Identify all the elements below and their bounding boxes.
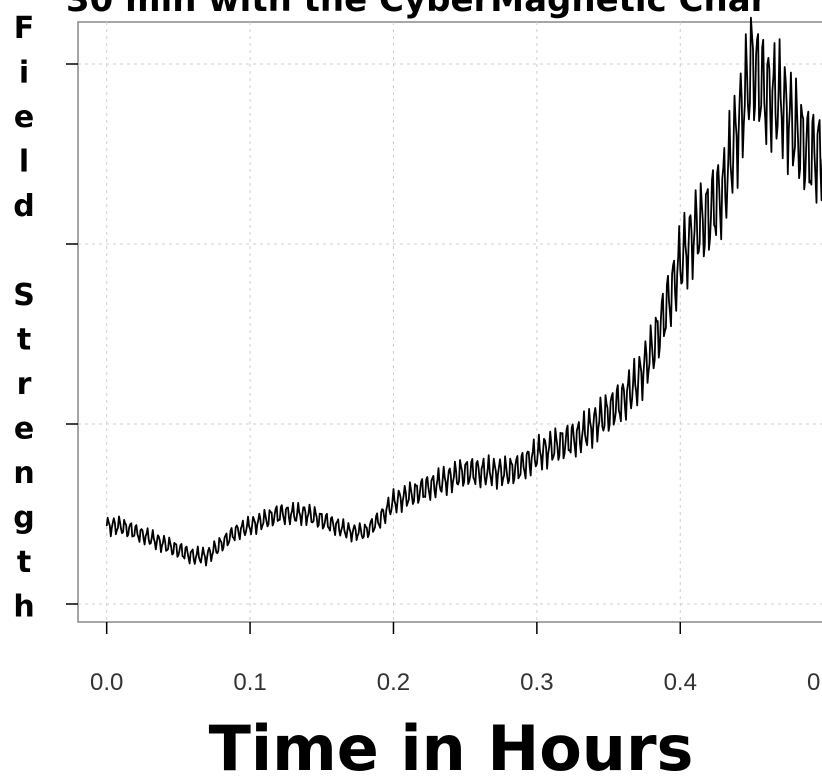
y-axis-label-letter-13: h xyxy=(13,590,34,625)
plot-frame xyxy=(77,21,822,623)
x-axis-label: Time in Hours xyxy=(209,712,694,779)
x-tick-label-2: 0.2 xyxy=(377,669,410,696)
y-axis-label-letter-1: i xyxy=(19,56,29,91)
y-axis-label-letter-11: g xyxy=(13,501,34,536)
grid-layer xyxy=(78,22,822,622)
x-tick-label-0: 0.0 xyxy=(90,669,123,696)
series-line xyxy=(105,16,822,567)
y-axis-label-letter-8: r xyxy=(17,367,32,402)
y-axis-label-letter-7: t xyxy=(17,323,31,358)
x-tick-label-layer: 0.0 0.1 0.2 0.3 0.4 0.5 xyxy=(90,669,822,696)
y-axis-label-letter-0: F xyxy=(14,11,35,46)
x-tick-label-5: 0.5 xyxy=(807,669,822,696)
tick-layer xyxy=(66,63,682,634)
y-axis-label-letter-9: e xyxy=(14,412,34,447)
y-axis-label-letter-12: t xyxy=(17,545,31,580)
x-tick-label-1: 0.1 xyxy=(233,669,266,696)
y-axis-label-letter-10: n xyxy=(13,456,34,491)
y-axis-label-letter-2: e xyxy=(14,100,34,135)
x-tick-label-4: 0.4 xyxy=(664,669,697,696)
chart-title: 30 min with the CyberMagnetic Char xyxy=(66,0,768,20)
y-axis-label-letter-5 xyxy=(19,234,29,269)
y-axis-label-letter-6: S xyxy=(13,278,35,313)
y-axis-label-letter-3: l xyxy=(19,145,29,180)
x-tick-label-3: 0.3 xyxy=(520,669,553,696)
y-axis-label-letter-4: d xyxy=(13,189,34,224)
